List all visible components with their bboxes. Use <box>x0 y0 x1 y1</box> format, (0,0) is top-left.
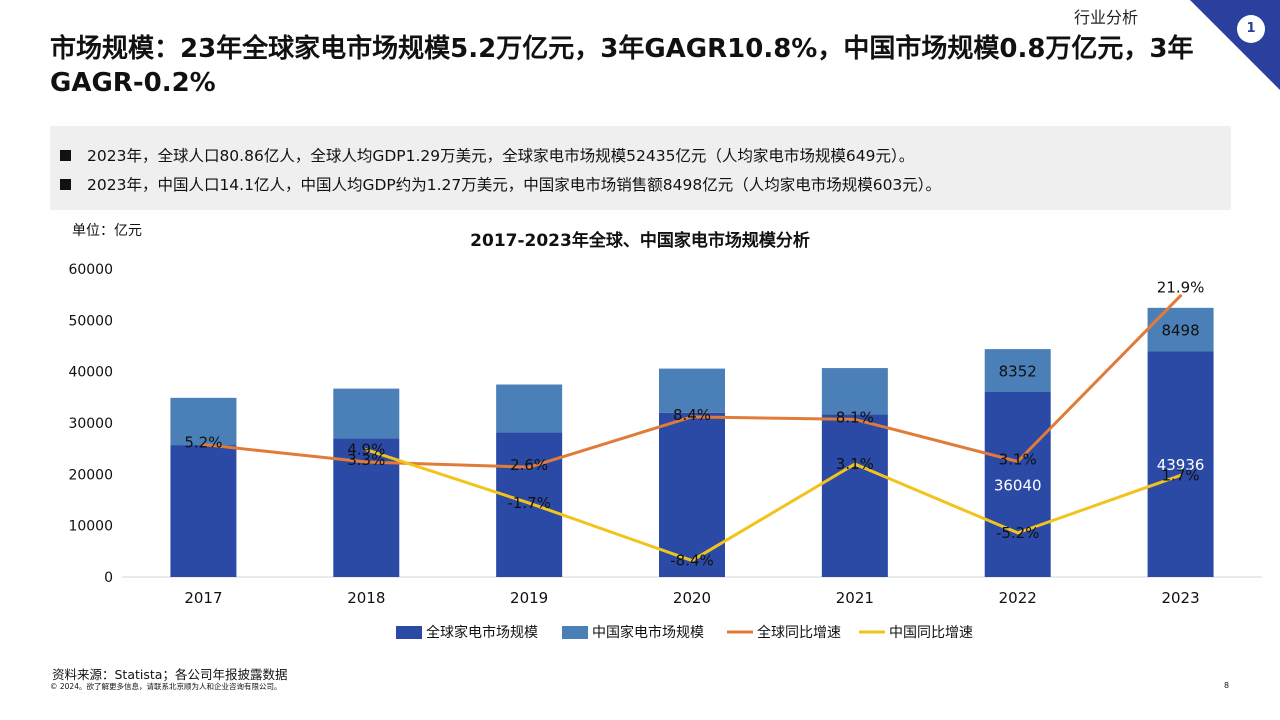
x-tick-label: 2018 <box>347 589 385 607</box>
bar-global-market <box>1147 351 1214 577</box>
legend-swatch <box>562 626 588 639</box>
bar-global-market <box>659 412 725 577</box>
point-global-growth <box>690 415 694 419</box>
x-tick-label: 2021 <box>836 589 874 607</box>
legend-label: 全球家电市场规模 <box>426 624 538 641</box>
legend-label: 中国家电市场规模 <box>592 624 704 641</box>
data-label-global-growth: 3.3% <box>347 451 385 469</box>
data-label-china-growth: 1.7% <box>1162 466 1200 484</box>
summary-bullet-text: 2023年，全球人口80.86亿人，全球人均GDP1.29万美元，全球家电市场规… <box>87 147 915 165</box>
point-china-growth <box>690 559 694 563</box>
point-china-growth <box>1016 531 1020 535</box>
x-tick-label: 2017 <box>184 589 222 607</box>
x-tick-label: 2020 <box>673 589 711 607</box>
data-label-global-growth: 21.9% <box>1157 279 1205 297</box>
data-label-china-growth: 4.9% <box>347 441 385 459</box>
point-global-growth <box>527 465 531 469</box>
x-tick-label: 2019 <box>510 589 548 607</box>
data-label-global-growth: 2.6% <box>510 456 548 474</box>
point-global-growth <box>201 443 205 447</box>
data-label-global-growth: 8.4% <box>673 406 711 424</box>
bullet-square-icon <box>60 150 71 161</box>
bar-china-market <box>496 384 563 433</box>
data-label-global-growth: 5.2% <box>184 434 222 452</box>
data-label-china: 8498 <box>1161 322 1199 340</box>
data-label-global-growth: 3.1% <box>999 451 1037 469</box>
bar-china-market <box>333 388 400 439</box>
bullet-square-icon <box>60 179 71 190</box>
data-label-global-growth: 8.1% <box>836 408 874 426</box>
data-label-china-growth: -8.4% <box>670 552 714 570</box>
page-badge: 1 <box>1237 15 1265 43</box>
y-tick-label: 50000 <box>68 313 113 329</box>
data-label-china-growth: -5.2% <box>996 524 1040 542</box>
y-tick-label: 20000 <box>68 467 113 483</box>
summary-bullet-global: 2023年，全球人口80.86亿人，全球人均GDP1.29万美元，全球家电市场规… <box>60 144 914 166</box>
y-tick-label: 40000 <box>68 365 113 381</box>
source-note: 资料来源：Statista；各公司年报披露数据 <box>52 667 288 682</box>
y-tick-label: 60000 <box>68 262 113 278</box>
chart-unit-label: 单位：亿元 <box>72 223 142 239</box>
bar-china-market <box>659 368 725 413</box>
data-label-global: 43936 <box>1157 456 1205 474</box>
legend-label: 中国同比增速 <box>889 625 973 641</box>
data-label-china-growth: -1.7% <box>507 494 551 512</box>
y-tick-label: 30000 <box>68 416 113 432</box>
summary-bullet-china: 2023年，中国人口14.1亿人，中国人均GDP约为1.27万美元，中国家电市场… <box>60 173 941 195</box>
point-china-growth <box>364 448 368 452</box>
bar-china-market <box>821 368 888 415</box>
legend-swatch <box>396 626 422 639</box>
x-tick-label: 2023 <box>1161 589 1199 607</box>
copyright-note: © 2024。欲了解更多信息，请联系北京顺为人和企业咨询有限公司。 <box>50 682 282 691</box>
summary-bullet-text: 2023年，中国人口14.1亿人，中国人均GDP约为1.27万美元，中国家电市场… <box>87 176 942 194</box>
point-global-growth <box>364 460 368 464</box>
y-tick-label: 10000 <box>68 519 113 535</box>
bar-china-market <box>170 397 237 446</box>
bar-china-market <box>1147 307 1214 352</box>
legend-label: 全球同比增速 <box>757 624 841 641</box>
point-china-growth <box>1179 473 1183 477</box>
page-number: 8 <box>1224 681 1230 690</box>
point-china-growth <box>527 501 531 505</box>
bar-global-market <box>170 445 237 577</box>
x-tick-label: 2022 <box>999 589 1037 607</box>
line-china-growth <box>365 448 1182 563</box>
point-global-growth <box>853 417 857 421</box>
section-tag: 行业分析 <box>1074 8 1139 27</box>
summary-panel: 2023年，全球人口80.86亿人，全球人均GDP1.29万美元，全球家电市场规… <box>50 126 1231 210</box>
data-label-china-growth: 3.1% <box>836 455 874 473</box>
data-label-global: 36040 <box>994 476 1042 494</box>
y-tick-label: 0 <box>104 570 113 586</box>
page-title: 市场规模：23年全球家电市场规模5.2万亿元，3年GAGR10.8%，中国市场规… <box>50 34 1194 98</box>
bar-global-market <box>821 414 888 577</box>
bar-global-market <box>984 391 1051 577</box>
point-global-growth <box>1179 294 1183 298</box>
point-china-growth <box>853 462 857 466</box>
chart-title: 2017-2023年全球、中国家电市场规模分析 <box>470 231 810 251</box>
point-global-growth <box>1016 460 1020 463</box>
data-label-china: 8352 <box>999 363 1037 381</box>
bar-china-market <box>984 349 1051 392</box>
